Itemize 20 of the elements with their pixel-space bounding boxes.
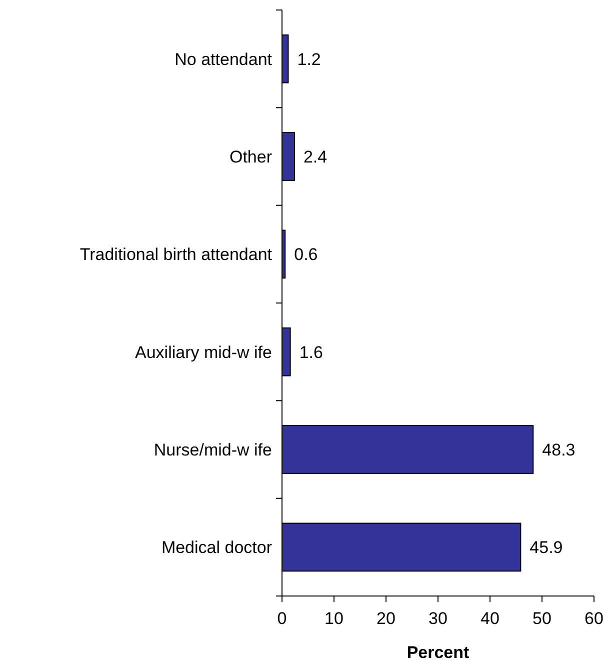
data-label: 0.6 [294, 245, 318, 264]
y-tick-label: Nurse/mid-w ife [154, 440, 272, 460]
y-tick-label: Other [229, 147, 272, 166]
x-tick-label: 20 [376, 609, 396, 628]
x-tick-label: 10 [324, 609, 344, 628]
data-label: 2.4 [303, 147, 328, 166]
x-axis-title: Percent [406, 643, 470, 662]
y-tick-label: Auxiliary mid-w ife [135, 342, 272, 362]
data-label: 45.9 [530, 538, 563, 558]
y-tick-label: No attendant [174, 50, 272, 69]
x-tick-label: 60 [584, 609, 604, 628]
data-label: 48.3 [542, 440, 576, 460]
x-tick-label: 0 [277, 609, 287, 628]
y-tick-label: Medical doctor [161, 538, 272, 558]
data-label: 1.6 [299, 342, 323, 362]
data-label: 1.2 [297, 50, 321, 69]
x-tick-label: 40 [480, 609, 500, 628]
y-tick-label: Traditional birth attendant [80, 245, 272, 264]
x-tick-label: 50 [532, 609, 552, 628]
x-tick-label: 30 [428, 609, 448, 628]
